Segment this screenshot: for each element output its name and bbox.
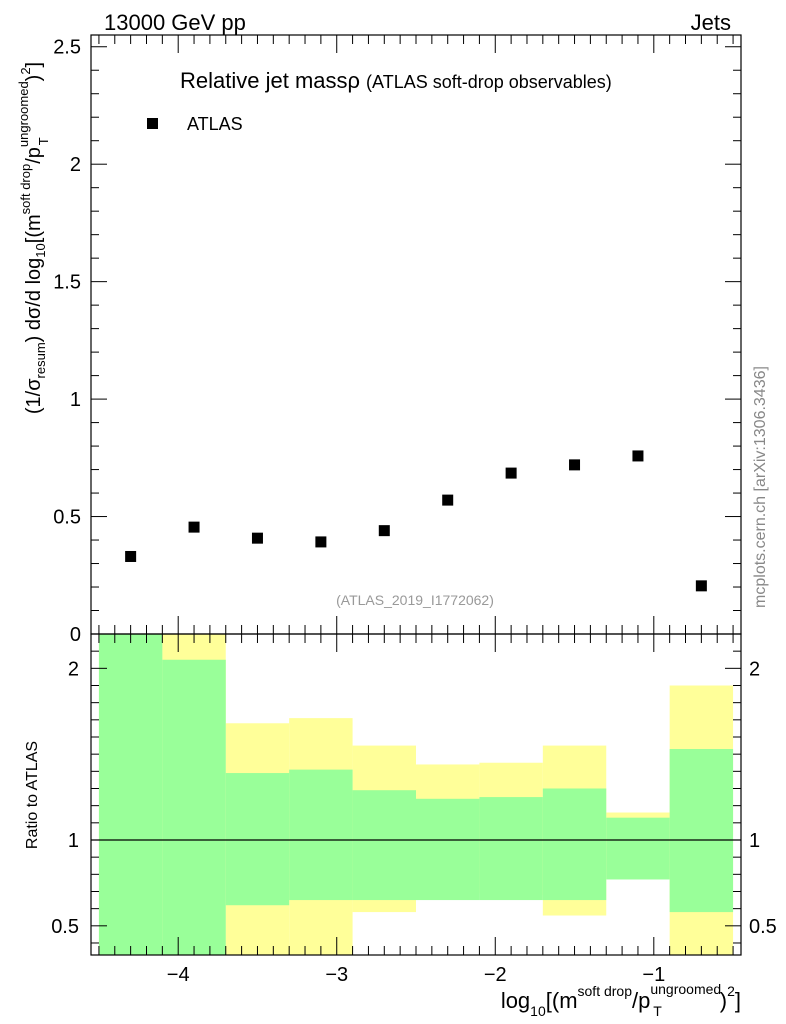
ratio-band-stat-bin [542,788,607,901]
ratio-bands [91,634,741,955]
ratio-ytick-label: 1 [68,830,79,852]
main-ytick-label: 2.5 [53,37,81,59]
ratio-xtick-label: −3 [325,964,348,986]
data-point [695,580,707,592]
ratio-xtick-label: −1 [642,964,665,986]
data-point [315,536,327,548]
ratio-band-stat-bin [479,797,543,901]
chart-title-main: Relative jet mass [180,68,348,93]
chart-title: Relative jet massρ (ATLAS soft-drop obser… [180,68,612,93]
chart-title-sub: (ATLAS soft-drop observables) [366,72,612,92]
analysis-id: (ATLAS_2019_I1772062) [336,592,494,608]
main-ytick-label: 0.5 [53,507,81,529]
data-point [378,525,390,537]
ratio-band-stat-bin [669,749,734,913]
ratio-xlabel: log10[(msoft drop/pungroomed T)2] [501,981,741,1019]
ratio-band-stat-bin [98,634,163,955]
ratio-ylabel: Ratio to ATLAS [24,741,41,849]
main-ytick-label: 0 [70,624,81,646]
ratio-band-stat-bin [225,773,290,906]
ratio-band-stat-bin [416,798,480,901]
ratio-band-stat-bin [289,769,353,901]
legend-marker [147,118,158,129]
ratio-ytick-label-right: 1 [749,830,760,852]
ratio-ytick-label-right: 2 [749,658,760,680]
axes: 0 0.5 1 1.5 2 2.5 −4 −3 −2 −1 0.5 0.5 1 1 2 2 [51,34,777,986]
ratio-ytick-label: 0.5 [51,916,79,938]
data-point [442,494,454,506]
chart-title-symbol: ρ [348,68,361,93]
side-note: mcplots.cern.ch [arXiv:1306.3436] [752,366,769,608]
main-ytick-label: 1 [70,389,81,411]
ratio-xtick-label: −2 [484,964,507,986]
legend-label: ATLAS [187,114,243,134]
ratio-ytick-label: 2 [68,658,79,680]
header-left: 13000 GeV pp [104,10,246,35]
ratio-xtick-label: −4 [167,964,190,986]
data-point [251,532,263,544]
data-point [188,521,200,533]
data-point [125,550,137,562]
main-ytick-label: 2 [70,154,81,176]
ratio-band-stat-bin [606,817,670,880]
main-data-points [125,450,707,592]
main-ylabel: (1/σresum) dσ/d log10[(msoft drop/pungro… [16,62,51,414]
main-ytick-label: 1.5 [53,272,81,294]
data-point [505,467,517,479]
ratio-band-stat-bin [162,659,226,955]
header-right: Jets [691,10,731,35]
ratio-band-stat-bin [352,790,416,901]
ratio-ytick-label-right: 0.5 [749,916,777,938]
data-point [569,459,581,471]
data-point [632,450,644,462]
